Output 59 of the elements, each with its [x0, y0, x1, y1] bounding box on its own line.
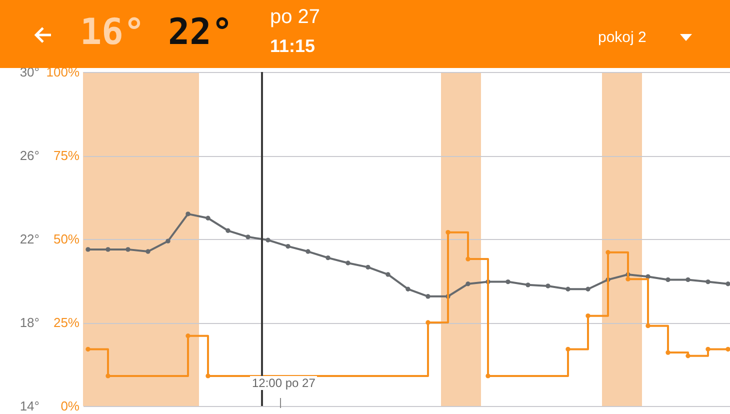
point: [486, 374, 490, 378]
point: [566, 346, 570, 352]
point: [666, 350, 670, 355]
y2-tick-label: 50%: [53, 232, 80, 246]
point: [466, 282, 470, 286]
text: 22°: [168, 12, 234, 53]
text: pokoj 2: [598, 29, 646, 46]
point: [246, 234, 250, 240]
point: [326, 255, 330, 260]
annotation: 12:00 po 27: [250, 376, 318, 390]
point: [206, 374, 210, 378]
point: [386, 272, 390, 277]
point: [106, 247, 110, 252]
point: [86, 346, 90, 352]
point: [286, 244, 290, 249]
point: [266, 238, 270, 242]
point: [446, 230, 450, 235]
point: [686, 277, 690, 282]
point: [646, 324, 650, 328]
y-tick-label: 18°: [20, 315, 40, 330]
text: 16°: [80, 12, 146, 53]
point: [146, 249, 150, 254]
point: [106, 374, 110, 378]
point: [426, 294, 430, 299]
point: [186, 334, 190, 338]
point: [226, 228, 230, 233]
point: [606, 250, 610, 255]
y-tick-label: 22°: [20, 232, 40, 246]
point: [506, 279, 510, 284]
point: [626, 276, 630, 282]
point: [166, 238, 170, 244]
y-tick-label: 26°: [20, 148, 40, 163]
y2-tick-label: 0%: [60, 398, 80, 414]
point: [706, 279, 710, 284]
point: [686, 354, 690, 358]
point: [186, 212, 190, 216]
point: [206, 216, 210, 220]
point: [706, 346, 710, 352]
point: [666, 277, 670, 282]
point: [306, 249, 310, 254]
point: [406, 286, 410, 292]
point: [586, 286, 590, 292]
point: [346, 260, 350, 266]
y-tick-label: 14°: [20, 398, 40, 414]
y2-tick-label: 25%: [53, 315, 80, 330]
point: [586, 313, 590, 318]
point: [466, 256, 470, 262]
point: [546, 284, 550, 288]
point: [86, 247, 90, 252]
y2-tick-label: 75%: [53, 148, 80, 163]
text: po 27: [270, 6, 320, 29]
point: [126, 247, 130, 252]
point: [566, 286, 570, 292]
point: [426, 320, 430, 325]
point: [366, 264, 370, 270]
point: [726, 282, 730, 286]
point: [526, 282, 530, 288]
text: 11:15: [270, 36, 316, 57]
point: [726, 346, 730, 352]
